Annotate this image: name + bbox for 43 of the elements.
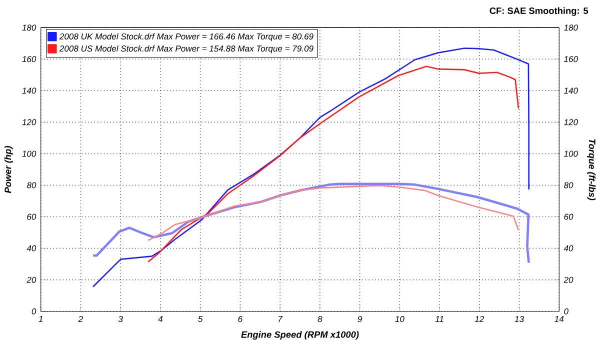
y2-tick-label: 180 <box>564 24 578 31</box>
y-tick-label: 120 <box>22 119 36 126</box>
y2-tick-label: 0 <box>564 308 568 314</box>
x-tick-label: 5 <box>198 316 203 322</box>
y2-tick-label: 140 <box>564 88 578 94</box>
x-tick-label: 11 <box>435 316 444 322</box>
y2-tick-label: 40 <box>564 245 574 252</box>
y-tick-label: 20 <box>26 276 36 283</box>
y-tick-label: 140 <box>22 88 36 94</box>
y-tick-label: 180 <box>22 24 36 31</box>
y-tick-label: 100 <box>22 150 36 157</box>
y-tick-label: 0 <box>32 308 36 314</box>
y2-tick-label: 20 <box>564 276 574 283</box>
x-tick-label: 4 <box>158 316 163 322</box>
y-tick-label: 160 <box>22 56 36 62</box>
x-tick-label: 1 <box>38 316 43 322</box>
x-tick-label: 7 <box>278 316 283 322</box>
x-tick-label: 9 <box>358 316 362 322</box>
x-tick-label: 8 <box>318 316 322 322</box>
y-tick-label: 80 <box>26 182 36 188</box>
x-tick-label: 6 <box>238 316 243 322</box>
y-tick-label: 60 <box>27 214 36 220</box>
line-series <box>147 66 520 263</box>
legend-label: 2008 UK Model Stock.drf Max Power = 166.46 Max Torque = 80.69 <box>59 33 314 42</box>
x-tick-label: 3 <box>118 316 123 322</box>
y2-tick-label: 100 <box>564 150 578 157</box>
y2-tick-label: 120 <box>564 119 578 126</box>
line-series <box>92 182 530 264</box>
y-axis-title: Power (hp) <box>4 146 13 194</box>
x-tick-label: 12 <box>474 316 484 322</box>
legend-label: 2008 US Model Stock.drf Max Power = 154.88 Max Torque = 79.09 <box>59 45 314 54</box>
x-axis-title: Engine Speed (RPM x1000) <box>241 331 359 340</box>
x-tick-label: 10 <box>395 316 404 322</box>
y2-tick-label: 160 <box>564 56 578 62</box>
y2-axis-title: Torque (ft-lbs) <box>587 139 596 200</box>
x-tick-label: 14 <box>554 316 564 322</box>
x-tick-label: 2 <box>78 316 83 322</box>
y-tick-label: 40 <box>26 245 36 252</box>
text: CF: SAE Smoothing: 5 <box>490 7 588 16</box>
y2-tick-label: 60 <box>564 214 574 220</box>
y2-tick-label: 80 <box>564 182 574 188</box>
line-series <box>147 184 520 242</box>
x-tick-label: 13 <box>514 316 524 322</box>
